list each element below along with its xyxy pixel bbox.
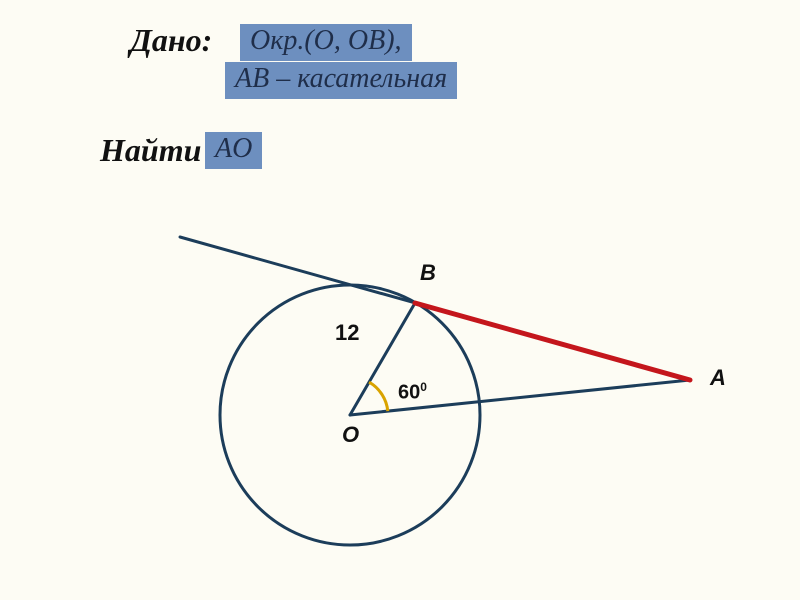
angle-arc [369, 382, 388, 411]
geometry-diagram [0, 0, 800, 600]
label-B: B [420, 260, 436, 286]
label-radius-12: 12 [335, 320, 359, 346]
label-A: A [710, 365, 726, 391]
label-angle-60: 600 [398, 380, 427, 405]
label-O: O [342, 422, 359, 448]
